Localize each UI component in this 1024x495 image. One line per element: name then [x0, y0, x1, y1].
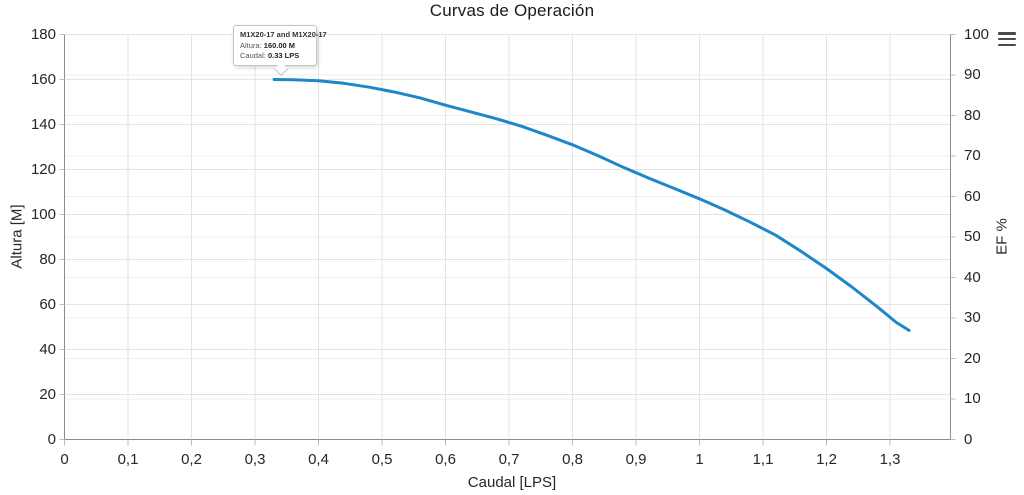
chart-title: Curvas de Operación: [429, 1, 595, 20]
y-right-tick-label: 20: [964, 349, 981, 367]
series-line-m1x20-17-and-m1x20-17[interactable]: [272, 78, 911, 332]
y-right-tick-label: 60: [964, 187, 981, 205]
tick-marks: [59, 34, 956, 446]
x-tick-label: 1,3: [879, 451, 901, 468]
y-left-tick-label: 0: [47, 430, 56, 448]
y-right-tick-label: 30: [964, 309, 981, 326]
y-right-tick-label: 100: [964, 25, 990, 43]
y-right-tick-label: 50: [964, 228, 981, 245]
tooltip-altura-row: Altura: 160.00 M: [240, 41, 296, 50]
gridlines-right-axis: [64, 34, 951, 400]
series-tooltip: M1X20-17 and M1X20-17 Altura: 160.00 M C…: [233, 25, 327, 66]
x-tick-label: 0,5: [371, 451, 393, 468]
x-tick-label: 0,3: [244, 451, 266, 468]
y-axis-left-title: Altura [M]: [8, 204, 26, 269]
y-left-tick-label: 180: [30, 25, 56, 43]
x-tick-label: 0,6: [435, 451, 456, 468]
y-right-tick-label: 10: [964, 390, 981, 407]
y-left-tick-label: 140: [30, 115, 56, 133]
x-tick-label: 0,7: [498, 451, 520, 468]
gridlines-x-axis: [127, 34, 891, 440]
y-left-tick-label: 60: [39, 295, 56, 313]
x-tick-label: 0,2: [181, 451, 202, 468]
context-menu-button[interactable]: [998, 32, 1016, 46]
y-left-tick-label: 160: [30, 70, 56, 88]
y-right-tick-label: 80: [964, 106, 981, 124]
y-right-tick-label: 40: [964, 268, 981, 286]
hamburger-icon: [998, 32, 1016, 35]
x-tick-label: 1: [695, 451, 704, 468]
x-tick-label: 0: [60, 451, 69, 468]
x-tick-label: 0,4: [308, 451, 329, 468]
gridlines-left-axis: [64, 34, 951, 395]
x-tick-label: 1,2: [816, 451, 837, 468]
y-right-tick-label: 90: [964, 66, 981, 83]
x-tick-label: 0,8: [562, 451, 583, 468]
y-right-tick-label: 70: [964, 147, 981, 164]
x-axis-title: Caudal [LPS]: [467, 474, 557, 491]
tooltip-caudal-row: Caudal: 0.33 LPS: [240, 51, 300, 60]
y-left-tick-label: 100: [30, 205, 56, 223]
x-tick-label: 0,9: [625, 451, 647, 468]
x-tick-label: 0,1: [117, 451, 139, 468]
y-left-tick-label: 20: [39, 385, 56, 403]
y-axis-right-title: EF %: [993, 218, 1011, 255]
tooltip-series-name: M1X20-17 and M1X20-17: [240, 30, 327, 39]
y-left-tick-label: 120: [30, 160, 56, 178]
y-left-tick-label: 40: [39, 340, 56, 358]
y-left-tick-label: 80: [39, 250, 56, 268]
series-curve: [272, 78, 911, 332]
y-right-tick-label: 0: [964, 430, 973, 448]
x-tick-label: 1,1: [752, 451, 774, 468]
